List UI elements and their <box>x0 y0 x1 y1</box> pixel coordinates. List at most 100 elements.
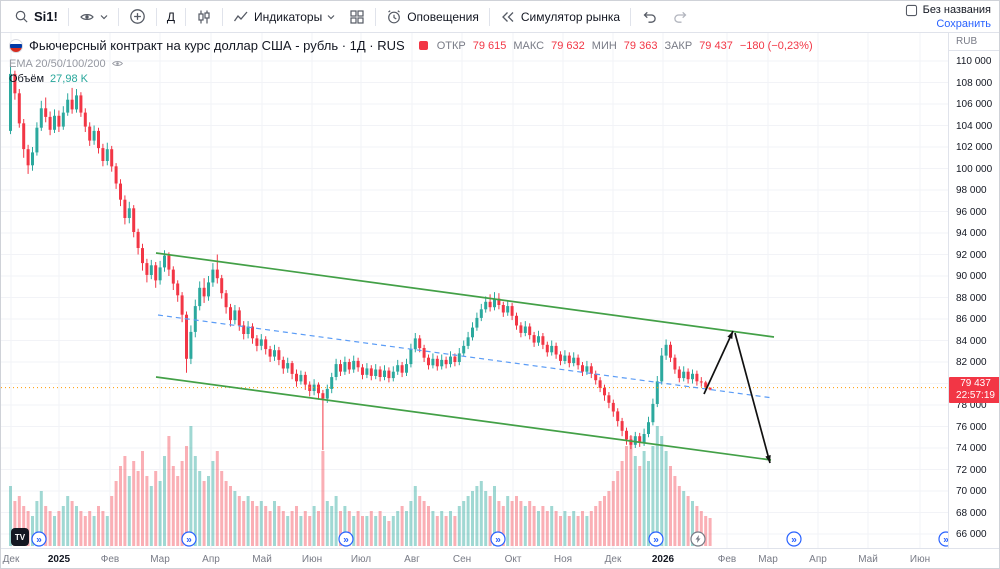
svg-text:»: » <box>791 535 797 546</box>
time-tick-label[interactable]: Июн <box>301 554 323 565</box>
chart-type-button[interactable] <box>189 4 219 30</box>
rollover-marker[interactable]: » <box>786 531 802 547</box>
rollover-marker[interactable]: » <box>31 531 47 547</box>
symbol-label: Si1! <box>34 9 58 24</box>
toolbar-separator <box>221 7 223 26</box>
price-tick-label: 90 000 <box>956 271 987 282</box>
time-tick-label[interactable]: Ноя <box>553 554 573 565</box>
indicators-label: Индикаторы <box>253 9 323 24</box>
time-tick-label[interactable]: Сен <box>452 554 472 565</box>
price-tick-label: 68 000 <box>956 507 987 519</box>
toolbar-separator <box>488 7 490 26</box>
price-tick-label: 100 000 <box>956 163 993 175</box>
layout-name-button[interactable]: Без названия <box>905 3 991 17</box>
chart-legend: Фьючерсный контракт на курс доллар США -… <box>9 38 813 85</box>
layout-square-icon <box>905 4 918 17</box>
indicators-button[interactable]: Индикаторы <box>226 4 342 30</box>
watch-visibility-button[interactable] <box>72 4 115 30</box>
price-tick-label: 94 000 <box>956 228 987 239</box>
price-tick-label: 76 000 <box>956 421 987 433</box>
ohlc-values: ОТКР 79 615 МАКС 79 632 МИН 79 363 ЗАКР 79 4… <box>418 40 813 52</box>
alerts-button[interactable]: Оповещения <box>379 4 486 30</box>
price-tick-label: 106 000 <box>956 99 993 110</box>
time-tick-label[interactable]: Дек <box>604 554 622 565</box>
current-price-tag[interactable]: 79 437 22:57:19 <box>949 376 999 403</box>
layout-name-label: Без названия <box>922 4 991 16</box>
currency-label: RUB <box>949 33 999 51</box>
time-tick-label[interactable]: 2026 <box>651 554 675 565</box>
interval-label: Д <box>166 9 175 24</box>
rollover-marker[interactable]: » <box>181 531 197 547</box>
price-axis[interactable]: RUB 110 000 108 000 106 000 104 000 102 000 1… <box>948 33 999 548</box>
eye-icon <box>79 9 95 25</box>
price-tick-label: 96 000 <box>956 206 987 218</box>
time-tick-label[interactable]: Июн <box>909 554 931 565</box>
rollover-marker[interactable]: » <box>648 531 664 547</box>
chevron-down-icon <box>100 13 108 21</box>
time-axis[interactable]: Дек 2025 Фев Мар Апр Май Июн Июл Авг Сен Окт Ноя Дек… <box>1 548 999 568</box>
time-tick-label[interactable]: Авг <box>404 554 420 565</box>
svg-text:»: » <box>343 535 349 546</box>
indicators-icon <box>233 9 249 25</box>
time-tick-label[interactable]: Фев <box>717 554 737 565</box>
price-tick-label: 82 000 <box>956 357 987 368</box>
chart-canvas[interactable]: » » » » » » » <box>1 33 948 548</box>
time-tick-label[interactable]: Апр <box>809 554 827 565</box>
redo-button[interactable] <box>665 4 696 30</box>
layout-grid-button[interactable] <box>342 4 372 30</box>
alarm-clock-icon <box>386 9 402 25</box>
svg-text:»: » <box>653 535 659 546</box>
price-tick-label: 66 000 <box>956 529 987 540</box>
symbol-search-button[interactable]: Si1! <box>7 4 65 30</box>
plus-circle-icon <box>129 8 146 25</box>
svg-text:»: » <box>186 535 192 546</box>
price-tick-label: 108 000 <box>956 77 993 89</box>
time-tick-label[interactable]: Июл <box>350 554 372 565</box>
undo-button[interactable] <box>634 4 665 30</box>
volume-label[interactable]: Объём <box>9 73 45 85</box>
toolbar-separator <box>184 7 186 26</box>
price-tick-label: 92 000 <box>956 249 987 261</box>
time-tick-label[interactable]: Мар <box>758 554 778 565</box>
save-button[interactable]: Сохранить <box>936 18 991 30</box>
toolbar-separator <box>155 7 157 26</box>
rollover-marker[interactable]: » <box>938 531 948 547</box>
time-tick-label[interactable]: Фев <box>100 554 120 565</box>
instrument-title[interactable]: Фьючерсный контракт на курс доллар США -… <box>29 38 405 53</box>
toolbar-separator <box>630 7 632 26</box>
svg-text:»: » <box>495 535 501 546</box>
price-tick-label: 70 000 <box>956 486 987 497</box>
market-event-marker[interactable] <box>690 531 706 547</box>
rollover-marker[interactable]: » <box>338 531 354 547</box>
time-tick-label[interactable]: Май <box>858 554 878 565</box>
time-tick-label[interactable]: Май <box>252 554 272 565</box>
rollover-marker[interactable]: » <box>490 531 506 547</box>
replay-button[interactable]: Симулятор рынка <box>493 4 627 30</box>
toolbar-separator <box>67 7 69 26</box>
candlestick-icon <box>196 9 212 25</box>
toolbar-separator <box>375 7 377 26</box>
price-tick-label: 74 000 <box>956 443 987 454</box>
ema-label[interactable]: EMA 20/50/100/200 <box>9 57 106 70</box>
time-tick-label[interactable]: Мар <box>150 554 170 565</box>
price-tick-label: 78 000 <box>956 400 987 411</box>
visibility-eye-icon[interactable] <box>111 57 124 70</box>
price-tick-label: 84 000 <box>956 335 987 347</box>
time-tick-label[interactable]: Окт <box>504 554 522 565</box>
time-tick-label[interactable]: 2025 <box>47 554 71 565</box>
price-tick-label: 110 000 <box>956 56 992 67</box>
candlestick-chart[interactable]: » » » » » » » <box>1 33 948 548</box>
svg-text:»: » <box>943 535 948 546</box>
price-tick-label: 72 000 <box>956 464 987 476</box>
instrument-logo-icon <box>9 38 23 53</box>
tradingview-logo[interactable]: TV <box>11 528 29 546</box>
market-status-icon <box>418 41 428 50</box>
search-icon <box>14 9 29 24</box>
top-toolbar: Si1! Д <box>1 1 999 33</box>
time-tick-label[interactable]: Дек <box>2 554 20 565</box>
time-tick-label[interactable]: Апр <box>202 554 220 565</box>
replay-label: Симулятор рынка <box>520 9 621 24</box>
interval-button[interactable]: Д <box>160 4 182 30</box>
compare-add-button[interactable] <box>122 4 153 30</box>
